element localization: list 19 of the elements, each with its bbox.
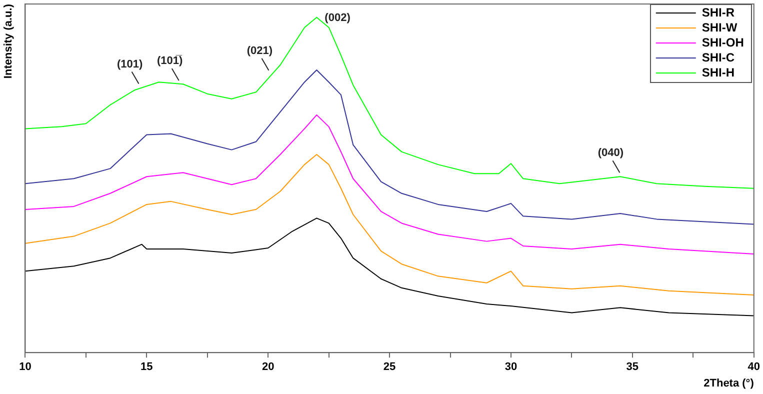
x-tick-label: 30 [504,361,518,374]
y-axis-title: Intensity (a.u.) [2,4,15,79]
annotation: (021) [246,44,273,57]
legend-label: SHI-C [702,50,735,64]
x-axis-title: 2Theta (°) [704,377,754,390]
x-tick-label: 20 [262,361,274,374]
x-tick-label: 10 [19,361,32,374]
x-tick-label: 15 [140,361,153,374]
legend-label: SHI-W [702,20,738,34]
annotation: (002) [324,12,351,24]
annotation: (040) [598,147,624,160]
annotation: (101̅) [157,54,184,67]
legend-label: SHI-H [702,65,735,80]
x-tick-label: 40 [748,361,760,374]
annotation: (101) [116,58,143,70]
x-tick-label: 35 [626,361,639,374]
x-tick-label: 25 [383,361,396,374]
legend-label: SHI-R [702,5,735,20]
legend-label: SHI-OH [702,35,744,50]
